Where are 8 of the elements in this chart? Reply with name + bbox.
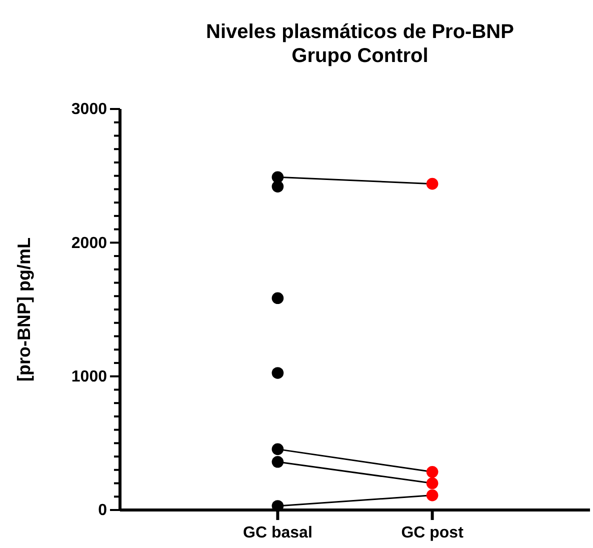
chart-title: Niveles plasmáticos de Pro-BNP Grupo Control <box>206 21 514 67</box>
y-tick-label: 3000 <box>71 101 108 118</box>
y-axis-title: [pro-BNP] pg/mL <box>14 238 34 382</box>
x-tick-label: GC basal <box>243 524 312 542</box>
y-tick-label: 1000 <box>71 368 108 386</box>
y-tick-label: 0 <box>98 502 108 520</box>
y-tick-label: 2000 <box>71 234 108 252</box>
x-tick-label: GC post <box>401 524 464 542</box>
